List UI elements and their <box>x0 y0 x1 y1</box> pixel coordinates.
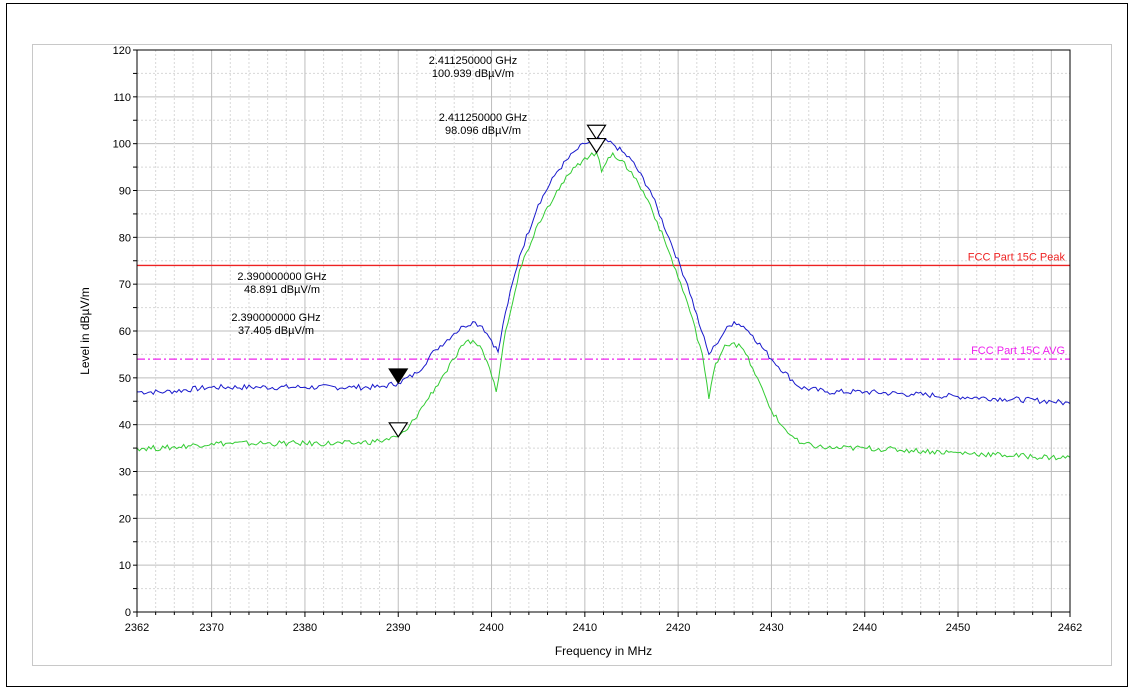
y-tick-label: 40 <box>119 420 131 432</box>
tick-labels: 0 10 20 30 40 50 60 70 80 90 100 110 120 2362 2370 2380… <box>113 45 1083 634</box>
marker-freq-label: 2.390000000 GHz <box>237 271 326 283</box>
x-tick-label: 2450 <box>946 622 970 634</box>
marker-level-label: 37.405 dBµV/m <box>238 325 314 337</box>
x-axis-label: Frequency in MHz <box>555 644 652 658</box>
x-tick-label: 2400 <box>479 622 503 634</box>
markers <box>388 124 607 438</box>
y-tick-label: 110 <box>113 92 131 104</box>
y-tick-label: 60 <box>119 326 131 338</box>
chart-inner-border <box>32 44 1112 666</box>
limit-line-label: FCC Part 15C Peak <box>968 251 1066 263</box>
limit-lines: FCC Part 15C Peak FCC Part 15C AVG <box>137 251 1070 360</box>
x-tick-label: 2430 <box>759 622 783 634</box>
trace-line <box>136 151 1071 461</box>
chart-frame <box>6 3 1128 687</box>
marker-freq-label: 2.390000000 GHz <box>231 312 320 324</box>
plot-border <box>136 49 1071 613</box>
limit-line-label: FCC Part 15C AVG <box>971 345 1065 357</box>
marker-triangle <box>586 124 607 141</box>
marker-triangle <box>388 368 409 385</box>
x-tick-label: 2420 <box>666 622 690 634</box>
marker-level-label: 100.939 dBµV/m <box>432 68 514 80</box>
x-tick-label: 2380 <box>293 622 317 634</box>
marker-level-label: 48.891 dBµV/m <box>244 284 320 296</box>
y-tick-label: 0 <box>125 607 131 619</box>
grid <box>133 49 1071 617</box>
marker-triangle <box>586 137 607 154</box>
x-tick-label: 2390 <box>386 622 410 634</box>
y-tick-label: 10 <box>119 560 131 572</box>
x-tick-label: 2410 <box>573 622 597 634</box>
x-tick-label: 2440 <box>852 622 876 634</box>
marker-level-label: 98.096 dBµV/m <box>445 125 521 137</box>
y-tick-label: 20 <box>119 513 131 525</box>
x-tick-label: 2362 <box>125 622 149 634</box>
y-tick-label: 100 <box>113 139 131 151</box>
x-tick-label: 2370 <box>199 622 223 634</box>
y-tick-label: 50 <box>119 373 131 385</box>
y-tick-label: 120 <box>113 45 131 57</box>
marker-freq-label: 2.411250000 GHz <box>429 55 517 67</box>
y-axis-label: Level in dBµV/m <box>78 287 92 375</box>
x-tick-label: 2462 <box>1058 622 1082 634</box>
y-tick-label: 30 <box>119 467 131 479</box>
marker-freq-label: 2.411250000 GHz <box>439 112 527 124</box>
y-tick-label: 80 <box>119 232 131 244</box>
y-tick-label: 90 <box>119 186 131 198</box>
marker-triangle <box>388 422 409 438</box>
y-tick-label: 70 <box>119 279 131 291</box>
